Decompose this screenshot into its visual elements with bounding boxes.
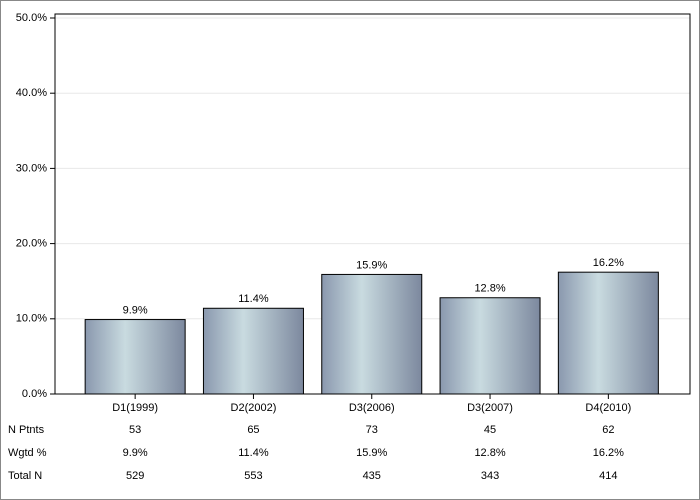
plot-border (54, 13, 691, 395)
table-cell: 435 (363, 470, 381, 482)
bar (84, 319, 186, 395)
y-tick-label: 30.0% (16, 162, 47, 174)
y-tick-label: 0.0% (22, 388, 47, 400)
x-tick-label: D3(2006) (349, 402, 395, 414)
data-label: 15.9% (356, 259, 387, 271)
y-tick-label: 20.0% (16, 238, 47, 250)
data-label: 11.4% (238, 293, 269, 305)
table-cell: 9.9% (123, 447, 148, 459)
data-label: 16.2% (593, 257, 624, 269)
table-cell: 53 (129, 424, 141, 436)
y-tick-label: 40.0% (16, 87, 47, 99)
bar (439, 297, 541, 395)
row-label: N Ptnts (8, 424, 45, 436)
y-tick-label: 10.0% (16, 313, 47, 325)
y-tick-label: 50.0% (16, 12, 47, 24)
bar (202, 307, 304, 395)
table-cell: 73 (366, 424, 378, 436)
table-cell: 15.9% (356, 447, 387, 459)
x-tick-label: D3(2007) (467, 402, 513, 414)
table-cell: 414 (599, 470, 617, 482)
table-cell: 529 (126, 470, 144, 482)
x-tick-label: D2(2002) (231, 402, 277, 414)
table-cell: 65 (247, 424, 259, 436)
row-label: Wgtd % (8, 447, 47, 459)
bar (321, 273, 423, 395)
data-label: 9.9% (123, 304, 148, 316)
x-tick-label: D1(1999) (112, 402, 158, 414)
x-tick-label: D4(2010) (585, 402, 631, 414)
bar (557, 271, 659, 395)
table-cell: 11.4% (238, 447, 269, 459)
table-cell: 45 (484, 424, 496, 436)
table-cell: 343 (481, 470, 499, 482)
row-label: Total N (8, 470, 42, 482)
table-cell: 16.2% (593, 447, 624, 459)
table-cell: 12.8% (474, 447, 505, 459)
table-cell: 62 (602, 424, 614, 436)
table-cell: 553 (244, 470, 262, 482)
data-label: 12.8% (474, 283, 505, 295)
